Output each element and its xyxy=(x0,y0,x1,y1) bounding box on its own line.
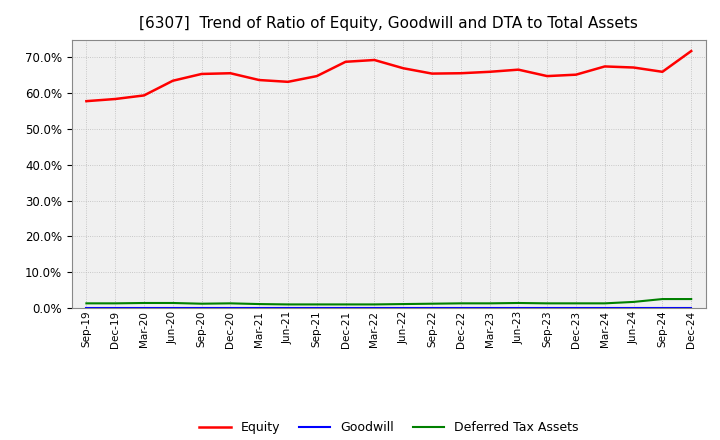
Goodwill xyxy=(168,305,177,311)
Goodwill xyxy=(572,305,580,311)
Deferred Tax Assets xyxy=(543,301,552,306)
Deferred Tax Assets xyxy=(168,301,177,306)
Deferred Tax Assets xyxy=(629,299,638,304)
Deferred Tax Assets xyxy=(428,301,436,306)
Deferred Tax Assets xyxy=(370,302,379,307)
Equity xyxy=(312,73,321,79)
Equity xyxy=(255,77,264,83)
Equity xyxy=(514,67,523,72)
Goodwill xyxy=(370,305,379,311)
Equity xyxy=(485,69,494,74)
Equity xyxy=(82,99,91,104)
Deferred Tax Assets xyxy=(399,301,408,307)
Goodwill xyxy=(284,305,292,311)
Deferred Tax Assets xyxy=(226,301,235,306)
Goodwill xyxy=(456,305,465,311)
Goodwill xyxy=(514,305,523,311)
Goodwill xyxy=(226,305,235,311)
Deferred Tax Assets xyxy=(284,302,292,307)
Goodwill xyxy=(140,305,148,311)
Deferred Tax Assets xyxy=(255,301,264,307)
Goodwill xyxy=(600,305,609,311)
Goodwill xyxy=(399,305,408,311)
Equity xyxy=(658,69,667,74)
Goodwill xyxy=(197,305,206,311)
Goodwill xyxy=(658,305,667,311)
Goodwill xyxy=(543,305,552,311)
Equity xyxy=(140,93,148,98)
Goodwill xyxy=(111,305,120,311)
Equity xyxy=(284,79,292,84)
Deferred Tax Assets xyxy=(341,302,350,307)
Title: [6307]  Trend of Ratio of Equity, Goodwill and DTA to Total Assets: [6307] Trend of Ratio of Equity, Goodwil… xyxy=(140,16,638,32)
Equity xyxy=(341,59,350,64)
Equity xyxy=(111,96,120,102)
Goodwill xyxy=(82,305,91,311)
Deferred Tax Assets xyxy=(485,301,494,306)
Deferred Tax Assets xyxy=(687,297,696,302)
Goodwill xyxy=(341,305,350,311)
Goodwill xyxy=(428,305,436,311)
Goodwill xyxy=(255,305,264,311)
Equity xyxy=(543,73,552,79)
Equity xyxy=(168,78,177,84)
Deferred Tax Assets xyxy=(82,301,91,306)
Equity xyxy=(428,71,436,76)
Deferred Tax Assets xyxy=(312,302,321,307)
Line: Deferred Tax Assets: Deferred Tax Assets xyxy=(86,299,691,304)
Goodwill xyxy=(629,305,638,311)
Goodwill xyxy=(687,305,696,311)
Equity xyxy=(370,57,379,62)
Equity xyxy=(629,65,638,70)
Deferred Tax Assets xyxy=(600,301,609,306)
Deferred Tax Assets xyxy=(572,301,580,306)
Equity xyxy=(572,72,580,77)
Goodwill xyxy=(485,305,494,311)
Deferred Tax Assets xyxy=(197,301,206,306)
Deferred Tax Assets xyxy=(514,301,523,306)
Equity xyxy=(600,64,609,69)
Equity xyxy=(687,48,696,54)
Deferred Tax Assets xyxy=(111,301,120,306)
Deferred Tax Assets xyxy=(140,301,148,306)
Line: Equity: Equity xyxy=(86,51,691,101)
Equity xyxy=(456,70,465,76)
Equity xyxy=(399,66,408,71)
Deferred Tax Assets xyxy=(658,297,667,302)
Deferred Tax Assets xyxy=(456,301,465,306)
Equity xyxy=(226,70,235,76)
Legend: Equity, Goodwill, Deferred Tax Assets: Equity, Goodwill, Deferred Tax Assets xyxy=(194,416,583,439)
Goodwill xyxy=(312,305,321,311)
Equity xyxy=(197,71,206,77)
